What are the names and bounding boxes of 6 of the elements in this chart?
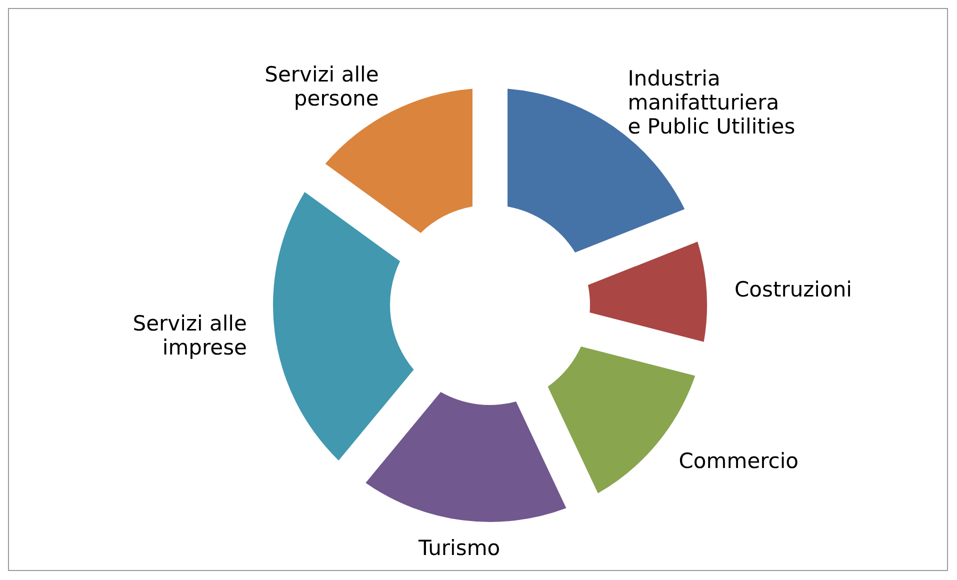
slice-label: Industria manifatturiera e Public Utilities — [628, 66, 796, 138]
slice-label: Turismo — [417, 536, 500, 560]
slice-label: Commercio — [678, 449, 799, 474]
slice-label: Servizi alle persone — [264, 62, 379, 111]
slice-label: Costruzioni — [734, 278, 852, 302]
slice-label: Servizi alle imprese — [132, 312, 247, 360]
